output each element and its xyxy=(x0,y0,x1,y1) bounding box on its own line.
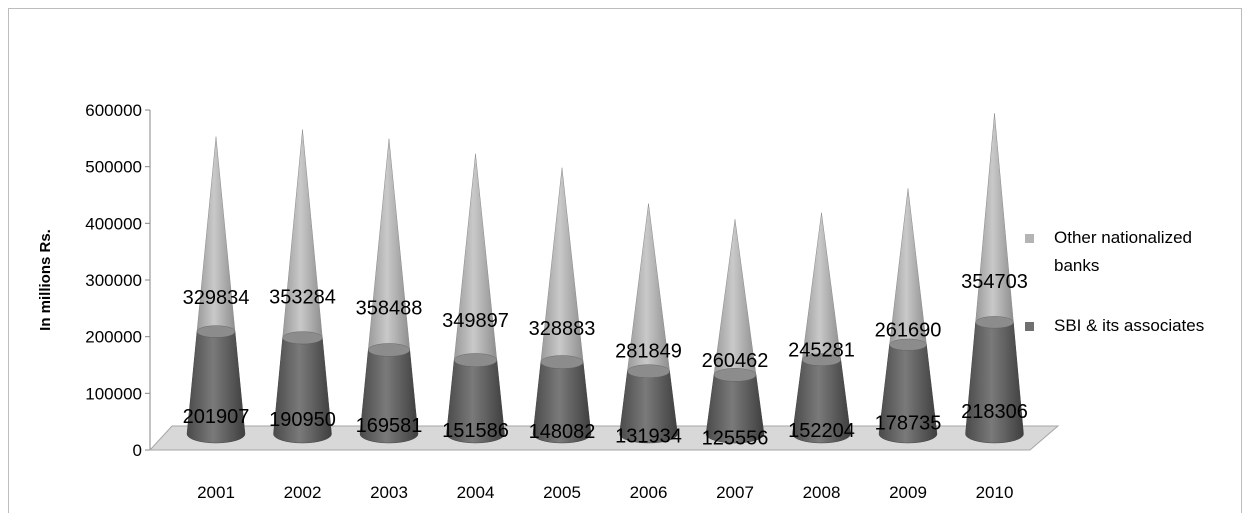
cones-layer xyxy=(186,113,1024,444)
data-label-sbi: 131934 xyxy=(615,426,682,448)
x-tick-label: 2004 xyxy=(457,483,495,502)
cone-segment-sbi xyxy=(965,322,1024,444)
data-label-other-banks: 349897 xyxy=(442,310,509,332)
data-labels-layer: 201907 329834 190950 353284 169581 358488 1515… xyxy=(183,271,1028,450)
data-label-other-banks: 329834 xyxy=(183,287,250,309)
legend-swatch xyxy=(1025,234,1034,243)
x-tick-label: 2010 xyxy=(976,483,1014,502)
cone xyxy=(446,153,505,444)
legend: Other nationalized banks SBI & its associa… xyxy=(1025,228,1204,335)
cone xyxy=(878,188,938,444)
data-label-sbi: 125556 xyxy=(702,427,769,449)
data-label-sbi: 178735 xyxy=(875,412,942,434)
data-label-sbi: 148082 xyxy=(529,421,596,443)
cone xyxy=(792,212,851,444)
cone-split-cap xyxy=(540,355,584,369)
cone xyxy=(359,138,419,444)
x-tick-label: 2001 xyxy=(197,483,235,502)
data-label-other-banks: 245281 xyxy=(788,339,855,361)
y-tick-label: 300000 xyxy=(85,271,142,290)
x-tick-label: 2007 xyxy=(716,483,754,502)
data-label-sbi: 218306 xyxy=(961,401,1028,423)
y-tick-label: 500000 xyxy=(85,158,142,177)
cone-split-cap xyxy=(713,368,757,382)
cone-split-cap xyxy=(282,331,323,345)
cone-split-cap xyxy=(801,353,842,366)
cone xyxy=(273,129,332,444)
x-tick-label: 2005 xyxy=(543,483,581,502)
legend-label: SBI & its associates xyxy=(1054,316,1204,335)
y-axis-label: In millions Rs. xyxy=(37,229,54,331)
legend-label: banks xyxy=(1054,256,1099,275)
cone-segment-other-banks xyxy=(975,113,1014,329)
x-tick-label: 2008 xyxy=(803,483,841,502)
y-tick-label: 200000 xyxy=(85,328,142,347)
cone xyxy=(532,167,592,444)
cone-segment-other-banks xyxy=(368,138,410,357)
x-tick-label: 2003 xyxy=(370,483,408,502)
cone xyxy=(186,136,246,444)
y-tick-label: 0 xyxy=(133,441,142,460)
data-label-sbi: 190950 xyxy=(269,409,336,431)
cone-split-cap xyxy=(368,343,410,357)
legend-swatch xyxy=(1025,322,1034,331)
data-label-other-banks: 358488 xyxy=(356,297,423,319)
data-label-sbi: 169581 xyxy=(356,415,423,437)
cone-segment-other-banks xyxy=(282,129,323,345)
data-label-sbi: 152204 xyxy=(788,420,855,442)
cone-split-cap xyxy=(453,353,498,367)
y-tick-label: 400000 xyxy=(85,214,142,233)
x-tick-label: 2009 xyxy=(889,483,927,502)
cone-split-cap xyxy=(196,325,236,338)
data-label-other-banks: 261690 xyxy=(875,320,942,342)
data-label-other-banks: 260462 xyxy=(702,350,769,372)
legend-label: Other nationalized xyxy=(1054,228,1192,247)
data-label-other-banks: 353284 xyxy=(269,287,336,309)
cone-split-cap xyxy=(975,316,1014,329)
x-tick-label: 2006 xyxy=(630,483,668,502)
y-tick-label: 600000 xyxy=(85,101,142,120)
chart-axes: 0 100000 200000 300000 400000 500000 600000 200… xyxy=(85,101,1030,502)
cone-split-cap xyxy=(627,364,670,379)
chart-frame xyxy=(8,8,1242,513)
cone xyxy=(705,219,765,444)
cone-segment-other-banks xyxy=(453,153,498,367)
y-tick-label: 100000 xyxy=(85,384,142,403)
x-tick-label: 2002 xyxy=(284,483,322,502)
cone xyxy=(619,203,678,444)
data-label-sbi: 201907 xyxy=(183,406,250,428)
cone-split-cap xyxy=(889,338,927,351)
data-label-sbi: 151586 xyxy=(442,420,509,442)
data-label-other-banks: 354703 xyxy=(961,271,1028,293)
data-label-other-banks: 328883 xyxy=(529,318,596,340)
cone xyxy=(965,113,1024,444)
data-label-other-banks: 281849 xyxy=(615,340,682,362)
